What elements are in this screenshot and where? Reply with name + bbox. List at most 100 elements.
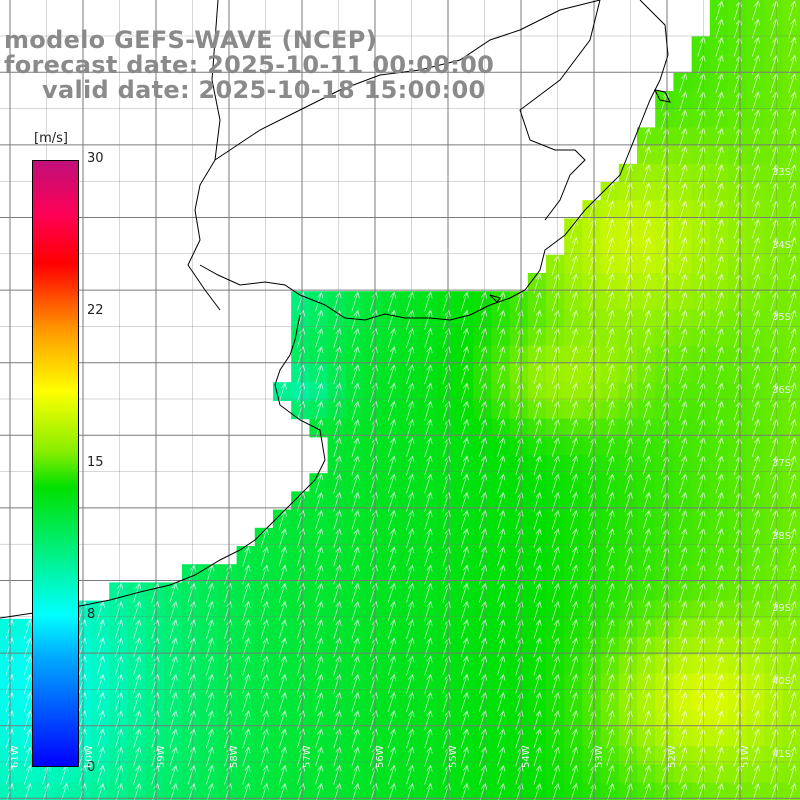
wind-arrow bbox=[715, 236, 724, 257]
wind-cell bbox=[782, 291, 800, 310]
wind-arrow bbox=[715, 164, 724, 185]
lat-label-38s: 38S bbox=[772, 531, 792, 542]
wind-arrow bbox=[187, 619, 196, 640]
wind-arrow bbox=[642, 528, 651, 549]
wind-arrow bbox=[569, 327, 579, 348]
wind-arrow bbox=[788, 127, 797, 148]
wind-arrow bbox=[205, 600, 215, 621]
wind-arrow bbox=[424, 746, 433, 767]
wind-arrow bbox=[387, 364, 397, 385]
wind-arrow bbox=[205, 691, 215, 712]
wind-arrow bbox=[715, 36, 724, 57]
wind-arrow bbox=[387, 564, 397, 585]
wind-arrow bbox=[460, 473, 469, 494]
wind-arrow bbox=[351, 746, 360, 767]
wind-arrow bbox=[151, 637, 160, 658]
wind-arrow bbox=[679, 127, 688, 148]
wind-arrow bbox=[315, 710, 324, 731]
wind-arrow bbox=[497, 473, 506, 494]
wind-arrow bbox=[96, 728, 105, 749]
wind-arrow bbox=[624, 546, 633, 567]
wind-arrow bbox=[569, 473, 579, 494]
wind-arrow bbox=[278, 710, 287, 731]
wind-arrow bbox=[187, 637, 196, 658]
wind-arrow bbox=[533, 546, 542, 567]
wind-arrow bbox=[187, 655, 196, 676]
wind-arrow bbox=[205, 728, 215, 749]
wind-cell bbox=[782, 127, 800, 147]
wind-arrow bbox=[679, 255, 688, 276]
wind-arrow bbox=[351, 764, 360, 785]
wind-arrow bbox=[624, 400, 633, 421]
wind-arrow bbox=[151, 673, 160, 694]
wind-arrow bbox=[351, 437, 360, 458]
wind-arrow bbox=[315, 400, 324, 421]
wind-arrow bbox=[387, 546, 397, 567]
wind-arrow bbox=[788, 18, 797, 39]
wind-arrow bbox=[679, 91, 688, 112]
wind-arrow bbox=[497, 728, 506, 749]
colorbar-tick-22: 22 bbox=[87, 303, 104, 318]
wind-arrow bbox=[551, 691, 560, 712]
wind-arrow bbox=[624, 437, 633, 458]
wind-arrow bbox=[715, 619, 724, 640]
wind-arrow bbox=[715, 91, 724, 112]
wind-arrow bbox=[551, 509, 560, 530]
wind-arrow bbox=[351, 564, 360, 585]
wind-arrow bbox=[788, 582, 797, 603]
wind-arrow bbox=[624, 236, 633, 257]
wind-arrow bbox=[751, 673, 761, 694]
wind-arrow bbox=[460, 291, 469, 312]
wind-arrow bbox=[751, 0, 761, 21]
wind-arrow bbox=[260, 528, 269, 549]
wind-arrow bbox=[424, 400, 433, 421]
lon-label-61w: 61W bbox=[10, 745, 21, 768]
wind-arrow bbox=[533, 600, 542, 621]
wind-arrow bbox=[751, 36, 761, 57]
wind-arrow bbox=[187, 746, 196, 767]
wind-arrow bbox=[679, 473, 688, 494]
wind-arrow bbox=[187, 582, 196, 603]
wind-arrow bbox=[751, 54, 761, 75]
wind-arrow bbox=[242, 710, 251, 731]
wind-arrow bbox=[715, 364, 724, 385]
wind-arrow bbox=[133, 619, 142, 640]
wind-arrow bbox=[387, 600, 397, 621]
wind-arrow bbox=[205, 673, 215, 694]
wind-arrow bbox=[624, 528, 633, 549]
wind-arrow bbox=[114, 637, 124, 658]
wind-arrow bbox=[351, 619, 360, 640]
wind-arrow bbox=[424, 673, 433, 694]
wind-arrow bbox=[642, 145, 651, 166]
wind-arrow bbox=[205, 564, 215, 585]
wind-arrow bbox=[96, 691, 105, 712]
wind-arrow bbox=[533, 582, 542, 603]
wind-arrow bbox=[642, 164, 651, 185]
wind-arrow bbox=[569, 564, 579, 585]
wind-cell bbox=[782, 345, 800, 365]
wind-arrow bbox=[642, 600, 651, 621]
wind-arrow bbox=[624, 327, 633, 348]
wind-arrow bbox=[751, 564, 761, 585]
wind-arrow bbox=[278, 564, 287, 585]
wind-arrow bbox=[679, 145, 688, 166]
wind-arrow bbox=[569, 619, 579, 640]
wind-arrow bbox=[624, 364, 633, 385]
lat-label-39s: 39S bbox=[772, 603, 792, 614]
wind-arrow bbox=[151, 710, 160, 731]
wind-arrow bbox=[78, 673, 87, 694]
wind-arrow bbox=[606, 673, 615, 694]
wind-arrow bbox=[460, 509, 469, 530]
wind-arrow bbox=[715, 455, 724, 476]
wind-arrow bbox=[351, 364, 360, 385]
wind-arrow bbox=[169, 655, 178, 676]
wind-arrow bbox=[715, 691, 724, 712]
title-forecast-date: forecast date: 2025-10-11 00:00:00 bbox=[4, 51, 495, 79]
coastline-segment bbox=[654, 89, 671, 103]
coastline-segment bbox=[199, 0, 669, 321]
wind-arrow bbox=[23, 746, 33, 767]
wind-cell bbox=[782, 218, 800, 238]
wind-arrow bbox=[624, 746, 633, 767]
coastline-segment bbox=[187, 0, 221, 311]
wind-arrow bbox=[642, 509, 651, 530]
